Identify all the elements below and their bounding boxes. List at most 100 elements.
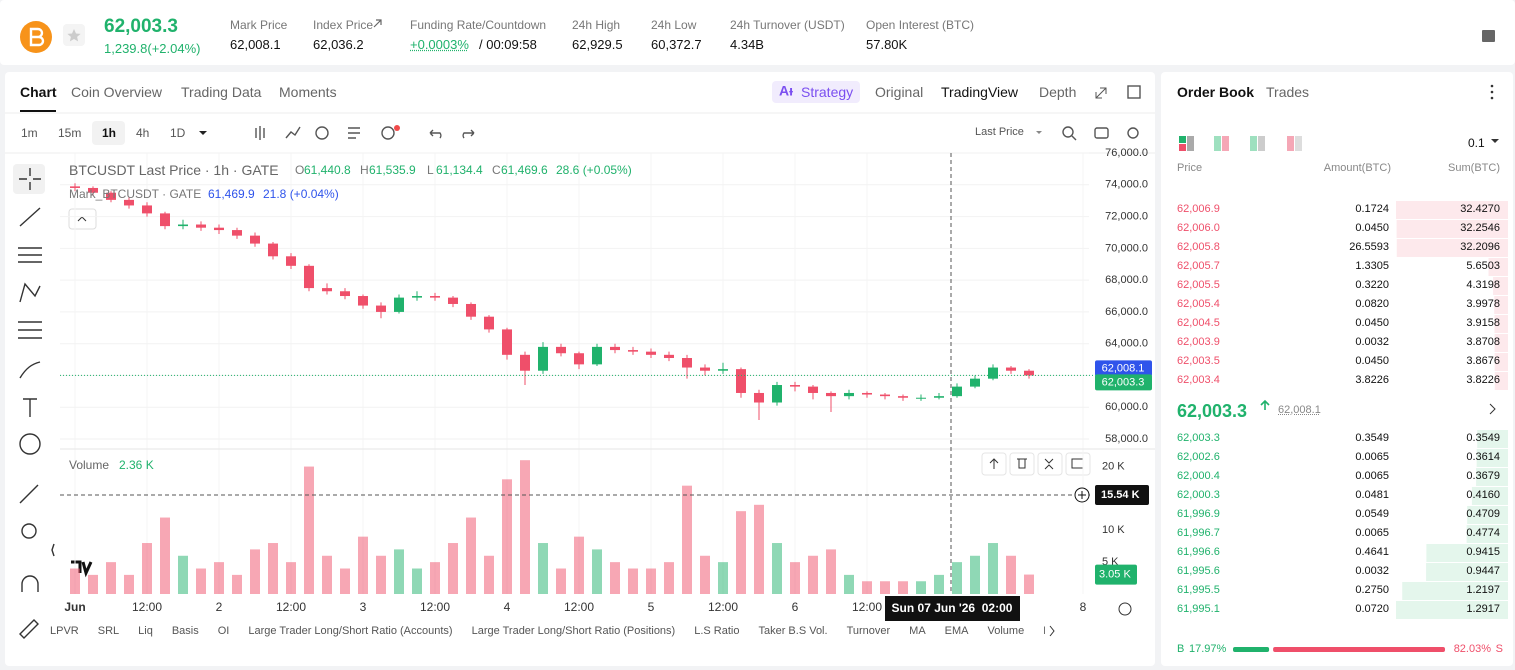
indicator[interactable]: LPVR	[50, 626, 79, 637]
ob-price[interactable]: 62,005.5	[1177, 279, 1220, 291]
ob-price[interactable]: 62,003.9	[1177, 336, 1220, 348]
interval[interactable]: 1h	[102, 126, 117, 140]
ob-price[interactable]: 62,006.0	[1177, 222, 1220, 234]
maximize[interactable]	[1065, 452, 1091, 476]
indicator[interactable]: Liq	[138, 626, 153, 637]
settings-icon[interactable]	[1127, 127, 1139, 139]
ob-price[interactable]: 61,995.5	[1177, 584, 1220, 596]
ob-price[interactable]: 62,005.4	[1177, 298, 1220, 310]
target-icon[interactable]	[1118, 602, 1132, 616]
ob-price[interactable]: 62,004.5	[1177, 317, 1220, 329]
ob-tab[interactable]: Trades	[1266, 84, 1310, 100]
tab[interactable]: Coin Overview	[71, 84, 163, 100]
ob-price[interactable]: 61,996.9	[1177, 508, 1220, 520]
text-tool[interactable]	[23, 398, 37, 417]
collapse-legend[interactable]	[68, 208, 97, 230]
delete[interactable]	[1009, 452, 1035, 476]
line-tool[interactable]	[19, 207, 41, 227]
move-up[interactable]	[981, 452, 1007, 476]
tab[interactable]: Trading Data	[181, 84, 262, 100]
candle-body	[772, 385, 782, 403]
indicator[interactable]: MACD	[1043, 626, 1045, 637]
indicator[interactable]: Basis	[171, 626, 199, 637]
ob-tab[interactable]: Order Book	[1177, 84, 1255, 100]
indicator[interactable]: L.S Ratio	[694, 626, 740, 637]
price-type[interactable]: Last Price	[975, 126, 1024, 138]
interval[interactable]: 1m	[21, 126, 38, 140]
precision[interactable]: 0.1	[1468, 136, 1485, 150]
emoji-tool[interactable]	[19, 433, 41, 455]
caret[interactable]	[1036, 131, 1042, 134]
crosshair-tool[interactable]	[19, 168, 41, 190]
ob-price[interactable]: 62,006.9	[1177, 203, 1220, 215]
chevron-right[interactable]	[1489, 403, 1496, 415]
refresh-icon[interactable]	[315, 126, 329, 140]
volume-bar	[700, 555, 710, 594]
tab[interactable]: Chart	[20, 84, 57, 100]
caret[interactable]	[199, 131, 207, 135]
view-tab[interactable]: Original	[875, 84, 924, 100]
view-tab[interactable]: Strategy	[801, 84, 854, 100]
collapse[interactable]	[1037, 452, 1063, 476]
book-icon[interactable]	[1482, 30, 1495, 42]
indicator[interactable]: MA	[909, 626, 926, 637]
ob-price[interactable]: 62,000.4	[1177, 470, 1220, 482]
volume-bar	[808, 555, 818, 594]
interval[interactable]: 4h	[136, 126, 150, 140]
x-tick-label: 8	[1080, 600, 1087, 614]
strategy-pill[interactable]	[772, 81, 860, 103]
magnet-tool[interactable]	[21, 575, 39, 592]
ob-price[interactable]: 62,003.5	[1177, 355, 1220, 367]
tab[interactable]: Moments	[279, 84, 337, 100]
indicator[interactable]: EMA	[944, 626, 969, 637]
ob-price[interactable]: 61,995.6	[1177, 565, 1220, 577]
window-icon[interactable]	[1127, 85, 1141, 99]
interval[interactable]: 1D	[170, 126, 186, 140]
indicator[interactable]: SRL	[97, 626, 120, 637]
zoom-tool[interactable]	[21, 523, 37, 539]
indicator[interactable]: Turnover	[846, 626, 891, 637]
coin-logo-mark	[29, 27, 45, 47]
ob-price[interactable]: 62,003.4	[1177, 374, 1220, 386]
ob-price[interactable]: 62,005.7	[1177, 260, 1220, 272]
indicator[interactable]: OI	[217, 626, 230, 637]
ob-price[interactable]: 61,995.1	[1177, 603, 1220, 615]
caret[interactable]	[1491, 139, 1499, 143]
pencil-tool[interactable]	[19, 619, 39, 639]
ob-price[interactable]: 62,003.3	[1177, 432, 1220, 444]
add-icon[interactable]	[381, 126, 395, 140]
ob-price[interactable]: 61,996.6	[1177, 546, 1220, 558]
volume-bar	[790, 562, 800, 594]
mid-mark: 62,008.1	[1278, 404, 1321, 416]
channel-tool[interactable]	[18, 247, 42, 263]
chart-type-icon[interactable]	[255, 126, 301, 140]
ob-price[interactable]: 61,996.7	[1177, 527, 1220, 539]
ruler-tool[interactable]	[19, 484, 39, 504]
pattern-tool[interactable]	[19, 282, 41, 303]
view-tab[interactable]: Depth	[1039, 84, 1077, 100]
indicator[interactable]: Large Trader Long/Short Ratio (Positions…	[471, 626, 676, 637]
expand-icon[interactable]	[1095, 87, 1107, 99]
camera-icon[interactable]	[1094, 127, 1109, 139]
collapse-tools[interactable]	[51, 543, 55, 557]
search-icon[interactable]	[1062, 126, 1074, 138]
indicator[interactable]: Large Trader Long/Short Ratio (Accounts)	[248, 626, 453, 637]
ob-price[interactable]: 62,000.3	[1177, 489, 1220, 501]
x-tick-label: 12:00	[276, 600, 306, 614]
ob-price[interactable]: 62,005.8	[1177, 241, 1220, 253]
fib-tool[interactable]	[18, 321, 42, 339]
indicator[interactable]: Volume	[987, 626, 1025, 637]
undo-redo-icon[interactable]	[429, 129, 475, 139]
indicator-icon[interactable]	[348, 127, 360, 139]
volume-bar	[502, 479, 512, 594]
view-tab[interactable]: TradingView	[941, 84, 1019, 100]
interval[interactable]: 15m	[58, 126, 82, 140]
ob-sum: 0.3614	[1466, 451, 1500, 463]
stat-label: Index Price	[313, 18, 374, 32]
scroll-right[interactable]	[1049, 625, 1055, 637]
brush-tool[interactable]	[19, 361, 41, 379]
candle-body	[142, 205, 152, 214]
ob-price[interactable]: 62,002.6	[1177, 451, 1220, 463]
candle-body	[502, 329, 512, 355]
indicator[interactable]: Taker B.S Vol.	[758, 626, 828, 637]
